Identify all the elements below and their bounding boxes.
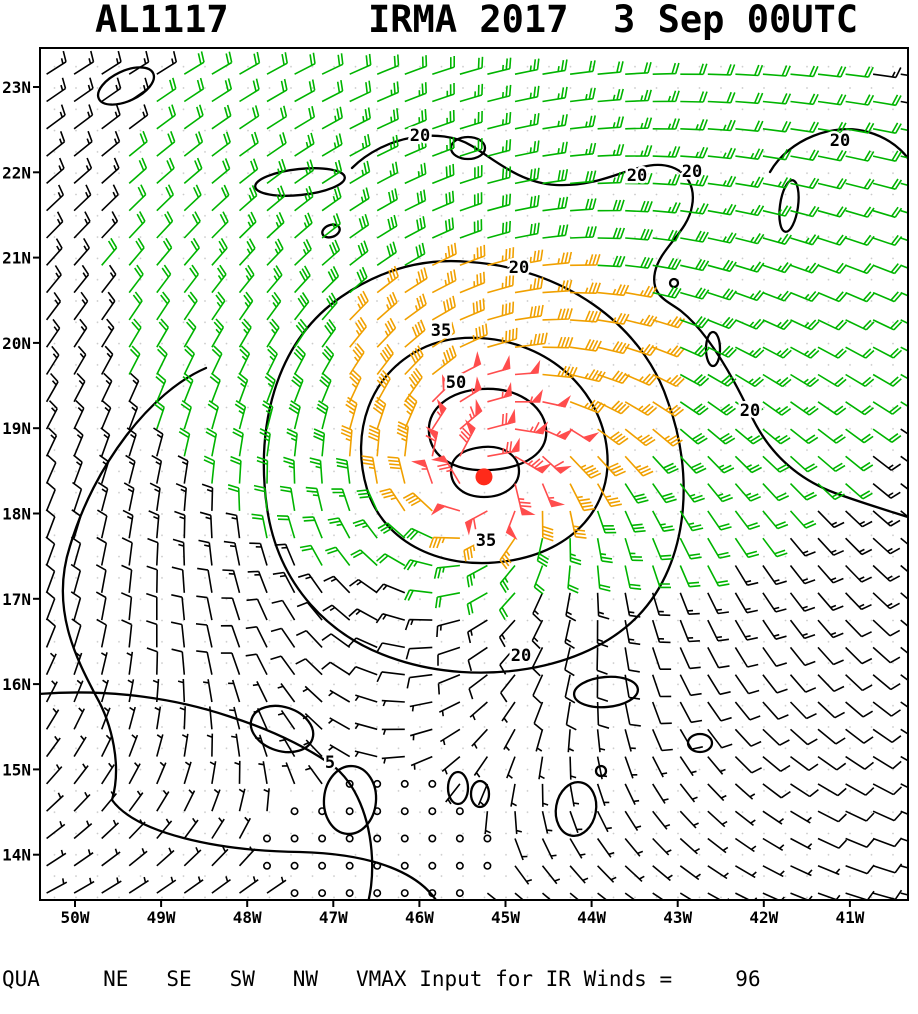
- stats-block: QUA NE SE SW NW VMAX Input for IR Winds …: [2, 922, 849, 1014]
- contour-label: 20: [627, 166, 647, 186]
- contour-blob: [778, 179, 800, 233]
- plot-frame: [39, 47, 909, 901]
- y-tick-label: 15N: [2, 760, 31, 779]
- contour-blob: [254, 167, 346, 197]
- x-tick-label: 45W: [491, 908, 520, 927]
- storm-id: AL1117: [95, 0, 229, 41]
- contour-label: 35: [476, 531, 496, 551]
- y-tick-label: 18N: [2, 505, 31, 524]
- contour-50: [449, 445, 521, 499]
- contour-labels: 20 20 20 20 20 20 35 50 35 20 5: [322, 124, 852, 776]
- grid-dots: [40, 48, 908, 900]
- x-tick-label: 50W: [61, 908, 90, 927]
- contour-20: [262, 259, 685, 674]
- contour-blob: [321, 223, 341, 239]
- axis-labels: 50W 49W 48W 47W 46W 45W 44W 43W 42W 41W 23N 22N 21N 2…: [2, 78, 865, 927]
- x-tick-label: 49W: [147, 908, 176, 927]
- contours-layer: [40, 66, 908, 900]
- contour-blob: [249, 704, 315, 754]
- analysis-title: IRMA 2017 3 Sep 00UTC: [368, 0, 859, 41]
- y-tick-label: 16N: [2, 675, 31, 694]
- y-tick-label: 23N: [2, 78, 31, 97]
- contour-20: [768, 128, 908, 174]
- contour-blob: [572, 675, 640, 709]
- x-tick-label: 42W: [749, 908, 778, 927]
- contour-label: 20: [682, 162, 702, 182]
- y-tick-label: 22N: [2, 163, 31, 182]
- wind-barbs-layer: [45, 50, 908, 900]
- storm-center-dot: [475, 468, 493, 486]
- x-tick-label: 44W: [577, 908, 606, 927]
- contour-20: [61, 366, 438, 900]
- contour-label: 20: [509, 258, 529, 278]
- x-tick-label: 48W: [233, 908, 262, 927]
- stats-line-quadrants: QUA NE SE SW NW VMAX Input for IR Winds …: [2, 967, 761, 991]
- x-tick-label: 47W: [319, 908, 348, 927]
- contour-5: [40, 691, 374, 900]
- x-tick-label: 41W: [835, 908, 864, 927]
- contour-label: 50: [446, 373, 466, 393]
- contour-50: [427, 387, 548, 472]
- contour-label: 20: [511, 646, 531, 666]
- y-tick-label: 14N: [2, 846, 31, 865]
- contour-blob: [469, 779, 491, 809]
- contour-blob: [704, 330, 722, 368]
- contour-label: 20: [740, 401, 760, 421]
- y-tick-label: 19N: [2, 419, 31, 438]
- y-tick-label: 21N: [2, 249, 31, 268]
- x-tick-label: 46W: [405, 908, 434, 927]
- contour-blob: [446, 770, 470, 806]
- contour-label: 35: [431, 321, 451, 341]
- contour-label: 20: [410, 126, 430, 146]
- x-tick-label: 43W: [663, 908, 692, 927]
- contour-label: 20: [830, 131, 850, 151]
- contour-blob: [554, 781, 598, 837]
- contour-label: 5: [325, 753, 335, 773]
- contour-blob: [322, 764, 378, 836]
- y-tick-label: 17N: [2, 590, 31, 609]
- y-tick-label: 20N: [2, 334, 31, 353]
- contour-20: [350, 134, 908, 519]
